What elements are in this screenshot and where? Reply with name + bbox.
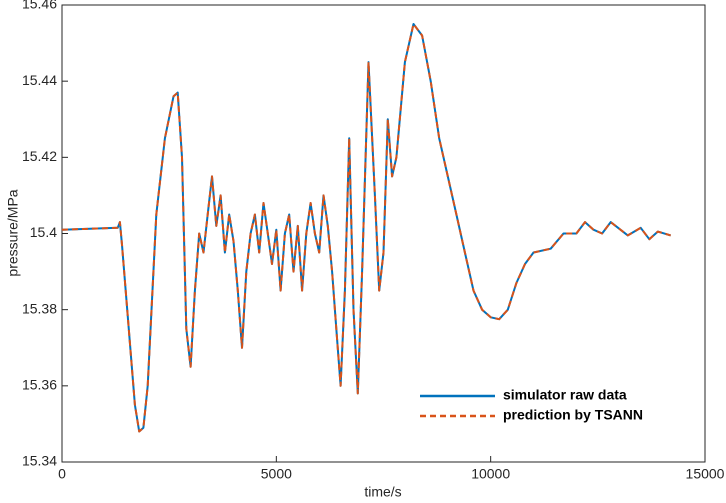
x-axis-label: time/s (364, 484, 401, 500)
y-tick-label: 15.34 (22, 453, 57, 469)
x-tick-label: 5000 (261, 466, 292, 482)
y-tick-label: 15.4 (30, 224, 57, 240)
y-axis-label: pressure/MPa (5, 189, 21, 276)
series-line (61, 23, 671, 433)
y-tick-label: 15.38 (22, 300, 57, 316)
x-tick-label: 10000 (471, 466, 510, 482)
legend-label: simulator raw data (503, 387, 627, 403)
y-tick-label: 15.46 (22, 0, 57, 12)
y-tick-label: 15.44 (22, 72, 57, 88)
legend-label: prediction by TSANN (503, 407, 643, 423)
x-tick-label: 15000 (686, 466, 725, 482)
x-tick-label: 0 (58, 466, 66, 482)
series-line (61, 23, 671, 433)
y-tick-label: 15.42 (22, 148, 57, 164)
y-tick-label: 15.36 (22, 377, 57, 393)
